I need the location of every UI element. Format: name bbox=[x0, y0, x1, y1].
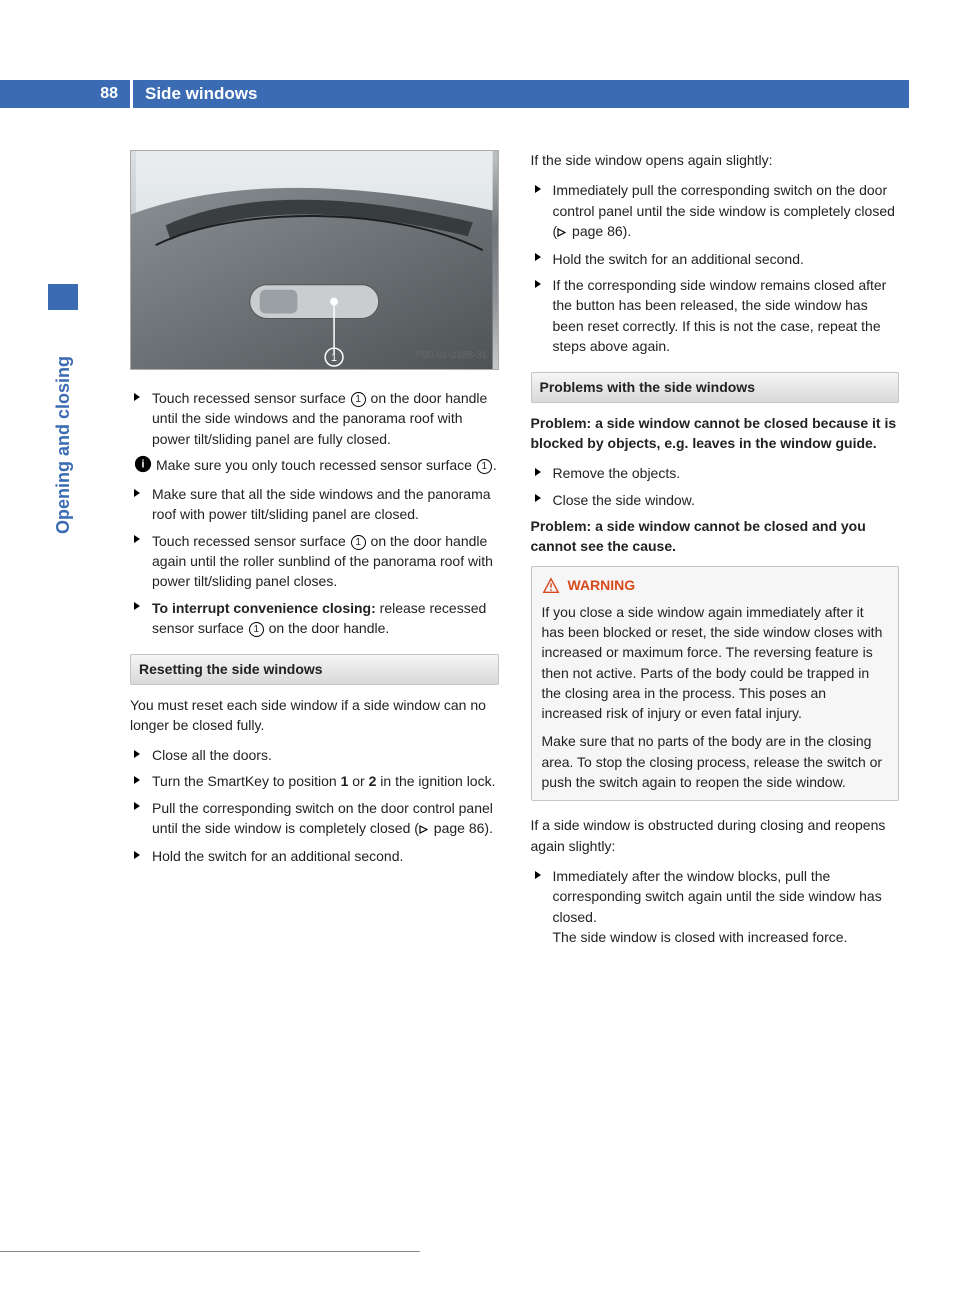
step-text: Pull the corresponding switch on the doo… bbox=[152, 798, 499, 840]
step-item: Hold the switch for an additional second… bbox=[531, 249, 900, 269]
step-item: Immediately after the window blocks, pul… bbox=[531, 866, 900, 947]
side-tab-marker bbox=[48, 284, 78, 310]
triangle-bullet-icon bbox=[535, 490, 553, 510]
section-side-label: Opening and closing bbox=[48, 310, 78, 540]
paragraph: If the side window opens again slightly: bbox=[531, 150, 900, 170]
info-text: Make sure you only touch recessed sensor… bbox=[156, 455, 497, 478]
step-text: If the corresponding side window remains… bbox=[553, 275, 900, 356]
warning-label: WARNING bbox=[568, 575, 636, 595]
step-text: Hold the switch for an additional second… bbox=[553, 249, 900, 269]
step-text: Close all the doors. bbox=[152, 745, 499, 765]
door-handle-figure: 1 P80.61-2188-31 bbox=[130, 150, 499, 370]
step-item: Make sure that all the side windows and … bbox=[130, 484, 499, 525]
step-item: If the corresponding side window remains… bbox=[531, 275, 900, 356]
step-item: Touch recessed sensor surface 1 on the d… bbox=[130, 531, 499, 592]
info-note: i Make sure you only touch recessed sens… bbox=[130, 455, 499, 478]
warning-box: WARNING If you close a side window again… bbox=[531, 566, 900, 801]
section-heading-resetting: Resetting the side windows bbox=[130, 654, 499, 684]
step-text: Touch recessed sensor surface 1 on the d… bbox=[152, 388, 499, 449]
page-title: Side windows bbox=[133, 80, 909, 108]
step-text: Make sure that all the side windows and … bbox=[152, 484, 499, 525]
triangle-bullet-icon bbox=[535, 463, 553, 483]
step-text: Turn the SmartKey to position 1 or 2 in … bbox=[152, 771, 499, 791]
triangle-bullet-icon bbox=[134, 484, 152, 525]
step-item: Close all the doors. bbox=[130, 745, 499, 765]
triangle-bullet-icon bbox=[535, 249, 553, 269]
content-columns: 1 P80.61-2188-31 Touch recessed sensor s… bbox=[130, 150, 899, 1194]
step-text: Immediately pull the corresponding switc… bbox=[553, 180, 900, 243]
callout-1-icon: 1 bbox=[249, 622, 264, 637]
step-item: Touch recessed sensor surface 1 on the d… bbox=[130, 388, 499, 449]
page-number: 88 bbox=[0, 80, 130, 108]
section-heading-problems: Problems with the side windows bbox=[531, 372, 900, 402]
triangle-bullet-icon bbox=[134, 388, 152, 449]
step-text: Hold the switch for an additional second… bbox=[152, 846, 499, 866]
svg-text:i: i bbox=[142, 458, 145, 470]
triangle-bullet-icon bbox=[535, 866, 553, 947]
footer-rule bbox=[0, 1251, 420, 1252]
page-ref-icon bbox=[419, 819, 428, 839]
page-ref-icon bbox=[557, 222, 566, 242]
triangle-bullet-icon bbox=[134, 798, 152, 840]
step-item: Immediately pull the corresponding switc… bbox=[531, 180, 900, 243]
triangle-bullet-icon bbox=[134, 531, 152, 592]
problem-statement: Problem: a side window cannot be closed … bbox=[531, 516, 900, 557]
callout-1-icon: 1 bbox=[351, 535, 366, 550]
step-text: Immediately after the window blocks, pul… bbox=[553, 866, 900, 947]
step-item: To interrupt convenience closing: releas… bbox=[130, 598, 499, 639]
step-text: Remove the objects. bbox=[553, 463, 900, 483]
triangle-bullet-icon bbox=[134, 846, 152, 866]
step-text: Close the side window. bbox=[553, 490, 900, 510]
triangle-bullet-icon bbox=[134, 771, 152, 791]
paragraph: If a side window is obstructed during cl… bbox=[531, 815, 900, 856]
car-handle-illustration: 1 bbox=[131, 151, 498, 369]
warning-text: Make sure that no parts of the body are … bbox=[542, 731, 889, 792]
step-item: Turn the SmartKey to position 1 or 2 in … bbox=[130, 771, 499, 791]
step-item: Close the side window. bbox=[531, 490, 900, 510]
paragraph: You must reset each side window if a sid… bbox=[130, 695, 499, 736]
problem-statement: Problem: a side window cannot be closed … bbox=[531, 413, 900, 454]
warning-text: If you close a side window again immedia… bbox=[542, 602, 889, 724]
triangle-bullet-icon bbox=[535, 180, 553, 243]
triangle-bullet-icon bbox=[134, 745, 152, 765]
step-item: Remove the objects. bbox=[531, 463, 900, 483]
info-icon: i bbox=[134, 455, 156, 478]
page-header: 88 Side windows bbox=[0, 80, 909, 108]
figure-code: P80.61-2188-31 bbox=[416, 349, 488, 364]
warning-heading: WARNING bbox=[542, 575, 889, 595]
step-text: Touch recessed sensor surface 1 on the d… bbox=[152, 531, 499, 592]
step-item: Pull the corresponding switch on the doo… bbox=[130, 798, 499, 840]
step-text: To interrupt convenience closing: releas… bbox=[152, 598, 499, 639]
triangle-bullet-icon bbox=[134, 598, 152, 639]
step-item: Hold the switch for an additional second… bbox=[130, 846, 499, 866]
warning-triangle-icon bbox=[542, 577, 560, 595]
svg-text:1: 1 bbox=[331, 352, 337, 364]
callout-1-icon: 1 bbox=[477, 459, 492, 474]
callout-1-icon: 1 bbox=[351, 392, 366, 407]
triangle-bullet-icon bbox=[535, 275, 553, 356]
